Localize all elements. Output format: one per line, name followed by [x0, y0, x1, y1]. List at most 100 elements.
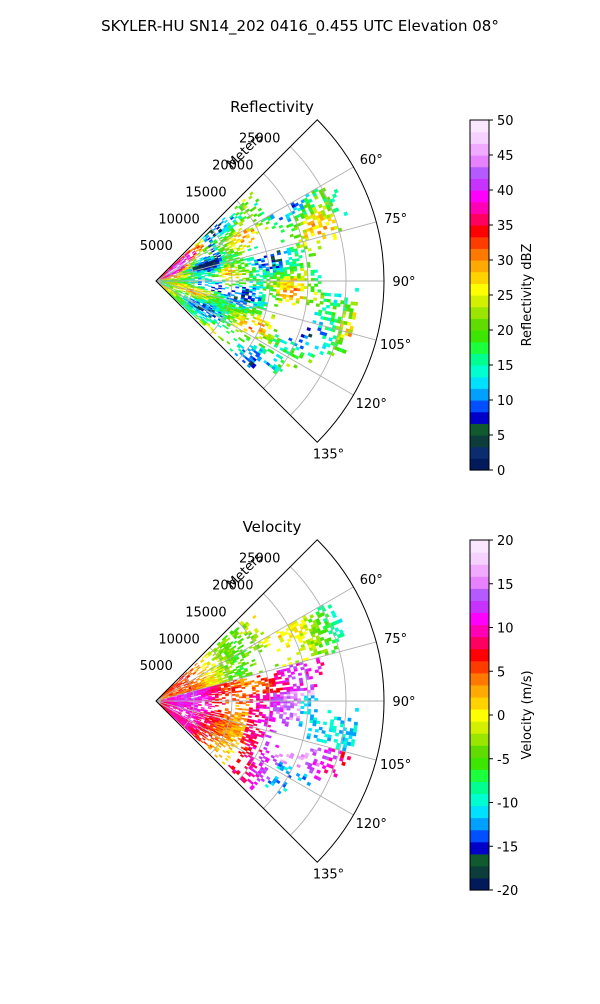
colorbar-swatch — [470, 637, 489, 650]
colorbar-swatch — [470, 260, 489, 272]
colorbar-tick-label: 35 — [497, 219, 514, 234]
colorbar-tick-label: -15 — [497, 840, 518, 855]
panel-title: Reflectivity — [230, 98, 314, 116]
range-tick-label: 10000 — [158, 212, 199, 227]
colorbar-swatch — [470, 769, 489, 782]
colorbar-swatch — [470, 830, 489, 843]
colorbar-label: Velocity (m/s) — [520, 670, 535, 759]
colorbar-swatch — [470, 818, 489, 831]
colorbar-swatch — [470, 155, 489, 167]
colorbar-swatch — [470, 588, 489, 601]
range-tick-label: 15000 — [185, 185, 226, 200]
azimuth-tick-label: 105° — [380, 338, 411, 353]
colorbar-tick-label: 50 — [497, 114, 514, 129]
colorbar-swatch — [470, 178, 489, 190]
colorbar-swatch — [470, 721, 489, 734]
colorbar-swatch — [470, 458, 489, 470]
colorbar-swatch — [470, 330, 489, 342]
colorbar-swatch — [470, 377, 489, 389]
colorbar-swatch — [470, 854, 489, 867]
colorbar-swatch — [470, 190, 489, 202]
azimuth-tick-label: 90° — [392, 695, 415, 710]
colorbar-tick-label: 15 — [497, 359, 514, 374]
colorbar-tick-label: 40 — [497, 184, 514, 199]
colorbar: 0 5 10 15 20 25 30 35 40 45 50 Reflectivity dBZ — [470, 114, 535, 479]
colorbar-tick-label: 25 — [497, 289, 514, 304]
colorbar-tick-label: -5 — [497, 753, 510, 768]
colorbar-swatch — [470, 237, 489, 249]
colorbar-swatch — [470, 353, 489, 365]
azimuth-tick-label: 90° — [392, 275, 415, 290]
colorbar-swatch — [470, 649, 489, 662]
range-tick-label: 5000 — [140, 659, 173, 674]
colorbar-swatch — [470, 423, 489, 435]
colorbar-swatch — [470, 842, 489, 855]
azimuth-tick-label: 60° — [360, 573, 383, 588]
colorbar-swatch — [470, 435, 489, 447]
colorbar-swatch — [470, 781, 489, 794]
colorbar-swatch — [470, 600, 489, 613]
colorbar-tick-label: 15 — [497, 578, 514, 593]
colorbar-swatch — [470, 745, 489, 758]
colorbar-tick-label: 0 — [497, 709, 505, 724]
colorbar-tick-label: 20 — [497, 324, 514, 339]
azimuth-tick-label: 135° — [313, 868, 344, 883]
azimuth-tick-label: 120° — [356, 397, 387, 412]
colorbar-swatch — [470, 365, 489, 377]
colorbar-swatch — [470, 412, 489, 424]
colorbar-tick-label: 45 — [497, 149, 514, 164]
colorbar-swatch — [470, 213, 489, 225]
colorbar-swatch — [470, 733, 489, 746]
azimuth-tick-label: 75° — [384, 212, 407, 227]
colorbar-swatch — [470, 225, 489, 237]
colorbar-swatch — [470, 388, 489, 400]
colorbar-tick-label: 0 — [497, 464, 505, 479]
colorbar-swatch — [470, 624, 489, 637]
colorbar-swatch — [470, 307, 489, 319]
azimuth-tick-label: 120° — [356, 817, 387, 832]
colorbar-tick-label: 5 — [497, 665, 505, 680]
colorbar-swatch — [470, 793, 489, 806]
colorbar-swatch — [470, 673, 489, 686]
colorbar-swatch — [470, 709, 489, 722]
colorbar-swatch — [470, 283, 489, 295]
colorbar-tick-label: 10 — [497, 622, 514, 637]
colorbar-swatch — [470, 540, 489, 553]
colorbar-swatch — [470, 564, 489, 577]
range-tick-label: 10000 — [158, 632, 199, 647]
range-tick-label: 5000 — [140, 239, 173, 254]
panel-title: Velocity — [243, 518, 302, 536]
colorbar-swatch — [470, 757, 489, 770]
colorbar-swatch — [470, 120, 489, 132]
colorbar-tick-label: -20 — [497, 884, 518, 899]
colorbar-swatch — [470, 318, 489, 330]
colorbar-swatch — [470, 272, 489, 284]
azimuth-tick-label: 60° — [360, 153, 383, 168]
colorbar-swatch — [470, 143, 489, 155]
colorbar-swatch — [470, 447, 489, 459]
colorbar-swatch — [470, 576, 489, 589]
colorbar-swatch — [470, 685, 489, 698]
colorbar-tick-label: 30 — [497, 254, 514, 269]
colorbar-label: Reflectivity dBZ — [520, 244, 535, 347]
colorbar-swatch — [470, 295, 489, 307]
colorbar-tick-label: 5 — [497, 429, 505, 444]
colorbar-swatch — [470, 400, 489, 412]
colorbar-swatch — [470, 866, 489, 879]
colorbar-swatch — [470, 612, 489, 625]
azimuth-tick-label: 135° — [313, 448, 344, 463]
colorbar-swatch — [470, 878, 489, 891]
colorbar-swatch — [470, 661, 489, 674]
figure-title: SKYLER-HU SN14_202 0416_0.455 UTC Elevat… — [101, 17, 499, 36]
azimuth-tick-label: 75° — [384, 632, 407, 647]
colorbar-tick-label: 10 — [497, 394, 514, 409]
azimuth-tick-label: 105° — [380, 758, 411, 773]
colorbar-swatch — [470, 342, 489, 354]
colorbar-swatch — [470, 248, 489, 260]
colorbar-swatch — [470, 202, 489, 214]
colorbar-tick-label: 20 — [497, 534, 514, 549]
colorbar-swatch — [470, 552, 489, 565]
